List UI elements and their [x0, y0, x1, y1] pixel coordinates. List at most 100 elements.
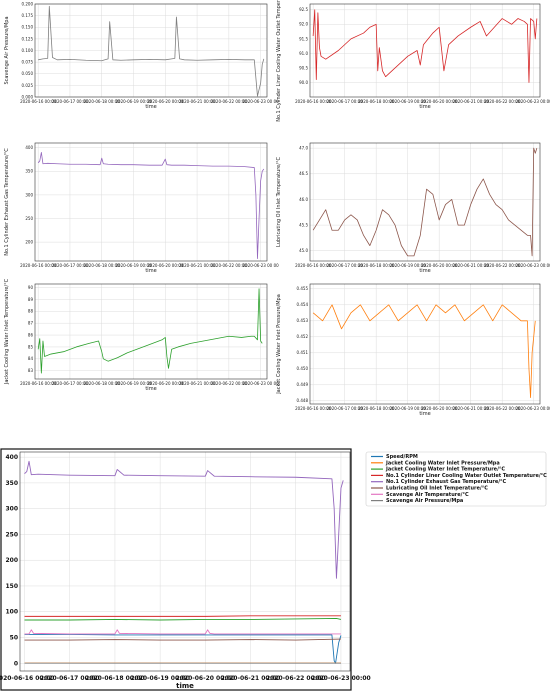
x-tick-label: 2020-06-23 00:00 — [516, 263, 550, 268]
x-tick-label: 2020-06-17 00:00 — [327, 406, 364, 411]
x-tick-label: 2020-06-23 00:00 — [243, 99, 280, 104]
y-tick-label: 90 — [28, 285, 34, 290]
x-tick-label: 2020-06-19 00:00 — [130, 675, 190, 682]
chart-cell — [0, 449, 352, 691]
legend-label: Jacket Cooling Water Inlet Temperature/°… — [385, 467, 505, 473]
legend-label: Speed/RPM — [386, 454, 418, 460]
plot-frame — [34, 3, 268, 98]
x-tick-label: 2020-06-17 00:00 — [52, 381, 89, 386]
x-tick-label: 2020-06-21 00:00 — [179, 99, 216, 104]
y-tick-label: 92.5 — [299, 7, 308, 12]
y-tick-label: 0.200 — [22, 1, 34, 6]
x-tick-label: 2020-06-22 00:00 — [211, 99, 248, 104]
x-tick-label: 2020-06-20 00:00 — [421, 406, 458, 411]
x-tick-label: 2020-06-20 00:00 — [421, 263, 458, 268]
x-tick-label: 2020-06-20 00:00 — [176, 675, 236, 682]
y-axis-label: Jacket Cooling Water Inlet Temperature/°… — [4, 278, 10, 385]
series-line — [24, 629, 341, 635]
y-tick-label: 0.125 — [22, 36, 34, 41]
x-tick-label: 2020-06-16 00:00 — [295, 406, 332, 411]
y-tick-label: 86 — [28, 332, 34, 337]
chart-2: 90.0 90.5 91.0 91.5 92.0 92.5 2020-06-16 00:00… — [272, 0, 550, 140]
bottom-panel-border — [0, 448, 352, 691]
x-tick-label: 2020-06-18 00:00 — [84, 99, 121, 104]
y-tick-label: 200 — [25, 240, 33, 245]
x-tick-label: 2020-06-22 00:00 — [211, 381, 248, 386]
plot-frame — [34, 142, 268, 262]
chart-7: 0 50 100 150 200 250 300 350 400 2020-06-16 00:00… — [0, 449, 371, 691]
x-tick-label: 2020-06-22 00:00 — [266, 675, 326, 682]
x-tick-label: 2020-06-21 00:00 — [453, 406, 490, 411]
x-axis-label: time — [419, 411, 430, 417]
y-axis-label: Scavenge Air Pressure/Mpa — [4, 16, 10, 84]
series-line — [24, 617, 342, 621]
y-tick-label: 300 — [5, 506, 18, 513]
x-axis-label: time — [145, 386, 156, 392]
x-tick-label: 2020-06-23 00:00 — [516, 406, 550, 411]
x-tick-label: 2020-06-17 00:00 — [40, 675, 100, 682]
x-tick-label: 2020-06-19 00:00 — [390, 99, 427, 104]
x-tick-label: 2020-06-19 00:00 — [390, 406, 427, 411]
y-tick-label: 0.075 — [22, 60, 34, 65]
chart-6: 0.448 0.449 0.450 0.451 0.452 0.453 0.454 0.455… — [272, 280, 550, 420]
legend-box — [365, 451, 547, 507]
y-tick-label: 0.454 — [297, 302, 309, 307]
series-line — [24, 460, 344, 579]
x-tick-label: 2020-06-18 00:00 — [358, 406, 395, 411]
series-line — [24, 633, 342, 664]
y-tick-label: 350 — [25, 169, 33, 174]
y-tick-label: 200 — [5, 557, 18, 564]
series-line — [37, 152, 265, 260]
y-tick-label: 87 — [28, 321, 34, 326]
series-line — [312, 304, 536, 399]
y-tick-label: 46.5 — [299, 171, 308, 176]
y-tick-label: 250 — [5, 531, 18, 538]
x-tick-label: 2020-06-18 00:00 — [358, 263, 395, 268]
x-axis-label: time — [419, 268, 430, 274]
y-axis-label: No.1 Cylinder Exhaust Gas Temperature/°C — [4, 148, 10, 256]
x-tick-label: 2020-06-19 00:00 — [390, 263, 427, 268]
chart-cell — [0, 0, 272, 140]
y-tick-label: 0.449 — [297, 382, 309, 387]
y-tick-label: 0.000 — [22, 94, 34, 99]
legend-label: No.1 Cylinder Exhaust Gas Temperature/°C — [386, 479, 507, 485]
y-tick-label: 0.448 — [297, 398, 309, 403]
x-tick-label: 2020-06-23 00:00 — [311, 675, 371, 682]
y-tick-label: 88 — [28, 309, 34, 314]
x-tick-label: 2020-06-18 00:00 — [84, 381, 121, 386]
plot-frame — [34, 283, 268, 380]
y-tick-label: 85 — [28, 344, 34, 349]
y-tick-label: 400 — [25, 145, 33, 150]
legend-label: Jacket Cooling Water Inlet Pressure/Mpa — [385, 460, 500, 466]
series-line — [38, 5, 265, 97]
y-tick-label: 250 — [25, 216, 33, 221]
x-tick-label: 2020-06-19 00:00 — [115, 99, 152, 104]
x-tick-label: 2020-06-21 00:00 — [221, 675, 281, 682]
y-tick-label: 0.451 — [297, 350, 309, 355]
x-tick-label: 2020-06-22 00:00 — [211, 263, 248, 268]
chart-cell — [0, 140, 272, 280]
plot-frame — [309, 3, 541, 98]
legend-label: Lubricating Oil Inlet Temperature/°C — [386, 486, 488, 492]
y-tick-label: 89 — [28, 297, 34, 302]
x-tick-label: 2020-06-17 00:00 — [52, 263, 89, 268]
x-tick-label: 2020-06-17 00:00 — [327, 99, 364, 104]
y-tick-label: 0.453 — [297, 318, 309, 323]
y-tick-label: 0.175 — [22, 13, 34, 18]
y-tick-label: 45.0 — [299, 248, 308, 253]
series-line — [37, 288, 263, 374]
y-tick-label: 0.025 — [22, 83, 34, 88]
y-tick-label: 84 — [28, 356, 34, 361]
series-line — [312, 9, 538, 83]
legend-label: Scavenge Air Temperature/°C — [386, 492, 469, 498]
x-tick-label: 2020-06-21 00:00 — [453, 263, 490, 268]
x-tick-label: 2020-06-17 00:00 — [52, 99, 89, 104]
x-tick-label: 2020-06-23 00:00 — [516, 99, 550, 104]
x-axis-label: time — [419, 104, 430, 110]
x-axis-label: time — [145, 268, 156, 274]
x-tick-label: 2020-06-16 00:00 — [295, 263, 332, 268]
y-tick-label: 91.5 — [299, 36, 308, 41]
y-tick-label: 350 — [5, 480, 18, 487]
